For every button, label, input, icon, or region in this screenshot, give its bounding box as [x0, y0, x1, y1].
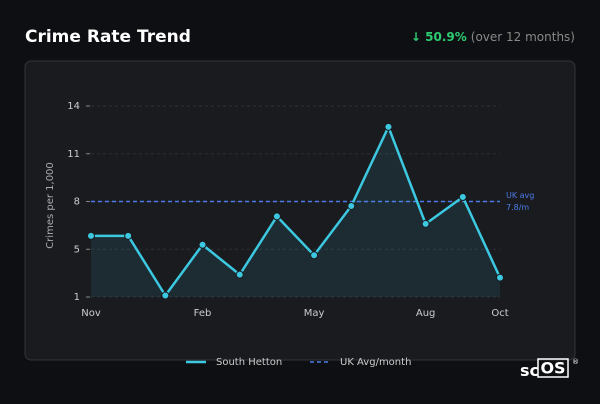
y-axis-label: Crimes per 1,000	[45, 162, 56, 249]
series-line	[91, 125, 502, 297]
brand: sc	[520, 361, 539, 380]
brand-boxed: OS	[540, 359, 565, 378]
y-tick-label: 1	[74, 292, 80, 303]
data-point	[458, 193, 467, 202]
data-point	[310, 251, 319, 260]
area-fill	[91, 126, 500, 297]
data-point	[347, 201, 356, 210]
data-point	[235, 270, 244, 279]
data-point	[384, 122, 393, 131]
chart-card	[24, 60, 576, 361]
y-tick-label: 14	[67, 101, 80, 112]
reference-label: UK avg	[506, 191, 534, 200]
x-tick-label: Feb	[194, 308, 212, 319]
x-tick-label: Oct	[491, 308, 508, 319]
data-point	[421, 219, 430, 228]
y-tick-label: 5	[74, 244, 80, 255]
plot: Crimes per 1,000 1 5 8 11 14 Nov Feb May Aug Oct UK…	[45, 101, 534, 368]
data-point	[161, 291, 170, 300]
x-tick-label: May	[304, 308, 325, 319]
data-point	[124, 231, 133, 240]
data-point	[496, 273, 504, 282]
x-tick-label: Aug	[416, 308, 436, 319]
title: Crime Rate Trend	[25, 27, 191, 47]
reference-label: 7.8/m	[506, 203, 529, 212]
legend-label: South Hetton	[216, 357, 282, 368]
data-point	[198, 240, 207, 249]
brand-text: sc	[520, 361, 539, 380]
legend-label: UK Avg/month	[340, 357, 411, 368]
brand-mark: ®	[572, 358, 579, 366]
data-point	[87, 231, 95, 240]
change-value: ↓ 50.9%	[411, 30, 467, 44]
x-tick-label: Nov	[81, 308, 101, 319]
brand-box	[537, 358, 569, 378]
y-tick-label: 11	[67, 149, 80, 160]
y-tick-label: 8	[74, 197, 80, 208]
change: ↓ 50.9% (over 12 months)	[411, 30, 575, 44]
change-period: (over 12 months)	[471, 30, 575, 44]
data-point	[272, 212, 281, 221]
